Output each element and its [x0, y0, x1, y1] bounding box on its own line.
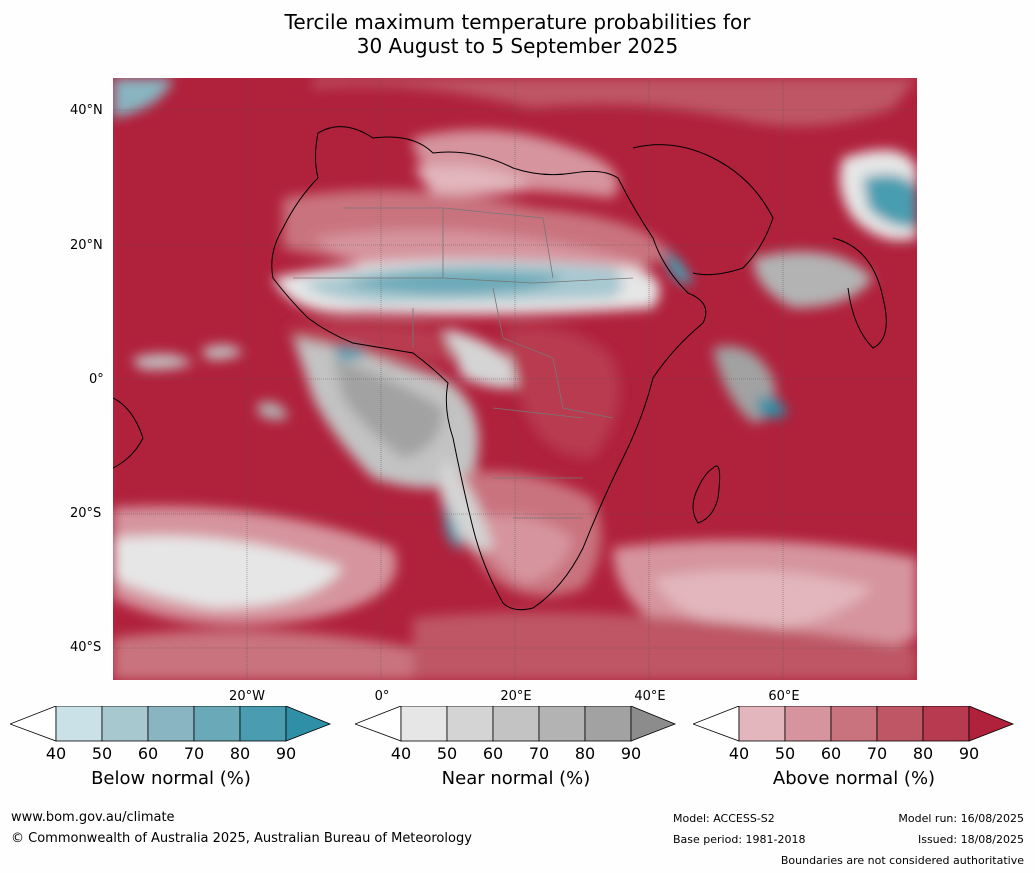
colorbar-above-tick: 40 — [728, 744, 750, 763]
model-text: Model: ACCESS-S2 — [673, 812, 775, 825]
colorbar-near-title: Near normal (%) — [441, 768, 591, 789]
lat-label-20s: 20°S — [70, 506, 102, 521]
colorbar-above-segment — [784, 706, 832, 742]
colorbar-above-normal — [693, 706, 1015, 742]
lon-label-0: 0° — [374, 689, 390, 704]
colorbar-near-segment — [492, 706, 540, 742]
lat-label-40s: 40°S — [70, 640, 102, 655]
colorbar-above-min-arrow — [693, 706, 740, 742]
madagascar-coastline — [692, 465, 721, 524]
lat-label-0: 0° — [89, 372, 104, 387]
colorbar-below-max-arrow — [285, 706, 332, 742]
colorbar-below-tick: 60 — [137, 744, 159, 763]
colorbar-below-segment — [239, 706, 287, 742]
colorbar-below-tick: 90 — [275, 744, 297, 763]
base-period-text: Base period: 1981-2018 — [673, 833, 806, 846]
colorbar-near-tick: 80 — [574, 744, 596, 763]
colorbar-above-max-arrow — [968, 706, 1015, 742]
map-title-line1: Tercile maximum temperature probabilitie… — [284, 10, 751, 34]
africa-coastline — [271, 126, 707, 611]
map-title-line2: 30 August to 5 September 2025 — [356, 34, 679, 58]
colorbar-below-segment — [193, 706, 241, 742]
colorbar-above-tick: 70 — [866, 744, 888, 763]
colorbar-above-tick: 80 — [912, 744, 934, 763]
colorbar-above-title: Above normal (%) — [772, 768, 936, 789]
probability-map — [113, 78, 917, 680]
colorbar-near-segment — [584, 706, 632, 742]
south-america-coastline — [113, 397, 144, 469]
colorbar-below-segment — [101, 706, 149, 742]
website-link[interactable]: www.bom.gov.au/climate — [11, 810, 175, 825]
colorbar-below-segment — [147, 706, 195, 742]
issued-text: Issued: 18/08/2025 — [917, 833, 1024, 846]
colorbar-above-tick: 90 — [958, 744, 980, 763]
colorbar-below-title: Below normal (%) — [91, 768, 251, 789]
colorbar-above-tick: 60 — [820, 744, 842, 763]
lat-label-40n: 40°N — [70, 103, 103, 118]
colorbar-above-tick: 50 — [774, 744, 796, 763]
colorbar-near-tick: 70 — [528, 744, 550, 763]
colorbar-above-segment — [876, 706, 924, 742]
colorbar-below-tick: 80 — [229, 744, 251, 763]
lon-label-40e: 40°E — [634, 689, 666, 704]
model-run-text: Model run: 16/08/2025 — [898, 812, 1024, 825]
colorbar-above-segment — [922, 706, 970, 742]
colorbar-near-normal — [355, 706, 677, 742]
colorbar-near-tick: 50 — [436, 744, 458, 763]
colorbar-near-segment — [400, 706, 448, 742]
lon-label-20w: 20°W — [229, 689, 265, 704]
colorbar-below-normal — [10, 706, 332, 742]
colorbar-below-tick: 70 — [183, 744, 205, 763]
arabia-coastline — [632, 144, 774, 276]
colorbar-near-tick: 90 — [620, 744, 642, 763]
lon-label-20e: 20°E — [500, 689, 532, 704]
colorbar-below-segment — [55, 706, 103, 742]
disclaimer-text: Boundaries are not considered authoritat… — [780, 854, 1024, 867]
colorbar-near-tick: 60 — [482, 744, 504, 763]
colorbar-near-segment — [538, 706, 586, 742]
india-coastline — [832, 237, 887, 349]
lon-label-60e: 60°E — [768, 689, 800, 704]
colorbar-below-min-arrow — [10, 706, 57, 742]
colorbar-near-max-arrow — [630, 706, 677, 742]
colorbar-near-segment — [446, 706, 494, 742]
colorbar-near-min-arrow — [355, 706, 402, 742]
colorbar-below-tick: 50 — [91, 744, 113, 763]
colorbar-below-tick: 40 — [45, 744, 67, 763]
colorbar-near-tick: 40 — [390, 744, 412, 763]
colorbar-above-segment — [738, 706, 786, 742]
copyright-text: © Commonwealth of Australia 2025, Austra… — [11, 831, 472, 846]
colorbar-above-segment — [830, 706, 878, 742]
lat-label-20n: 20°N — [70, 238, 103, 253]
